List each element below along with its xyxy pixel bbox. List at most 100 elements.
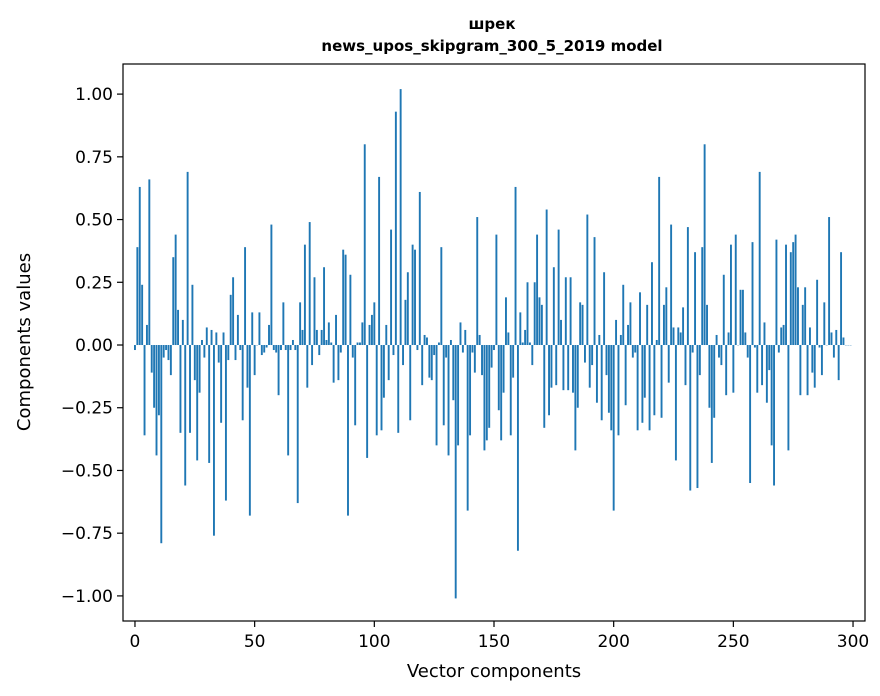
bar-60 [277, 345, 280, 396]
bar-231 [686, 227, 689, 346]
bar-155 [505, 297, 507, 346]
bar-230 [684, 345, 687, 386]
bar-115 [409, 345, 412, 421]
bar-275 [792, 242, 795, 346]
bar-135 [457, 345, 460, 446]
y-tick-label: −1.00 [61, 587, 113, 607]
bar-206 [627, 324, 629, 346]
bar-213 [643, 345, 646, 398]
bar-286 [818, 345, 821, 348]
x-tick-label: 0 [130, 632, 141, 652]
bar-142 [473, 345, 476, 373]
bar-148 [488, 345, 491, 428]
bar-83 [332, 345, 335, 383]
bar-33 [213, 345, 215, 536]
bar-173 [548, 345, 550, 416]
bar-34 [215, 332, 218, 346]
bar-240 [708, 345, 711, 408]
bar-158 [512, 345, 515, 378]
bar-9 [155, 345, 158, 456]
bar-244 [718, 345, 720, 358]
bar-271 [782, 324, 785, 346]
bar-41 [232, 277, 235, 346]
bar-167 [533, 282, 536, 346]
bar-217 [653, 345, 656, 416]
bar-15 [169, 345, 172, 376]
bar-69 [299, 302, 302, 346]
bar-233 [691, 345, 694, 353]
bar-260 [756, 345, 759, 393]
bar-131 [447, 345, 450, 456]
bar-0 [134, 345, 136, 351]
bar-116 [411, 244, 414, 346]
bar-132 [449, 339, 452, 346]
bar-182 [569, 277, 572, 346]
bar-17 [174, 234, 177, 346]
bar-251 [734, 234, 737, 346]
bar-54 [263, 345, 266, 353]
bar-192 [593, 237, 596, 346]
bar-272 [785, 244, 787, 346]
bar-91 [351, 345, 354, 358]
bar-156 [507, 332, 510, 346]
bar-258 [751, 242, 754, 346]
y-tick-label: −0.75 [61, 524, 113, 544]
bar-185 [576, 345, 579, 408]
bar-287 [820, 345, 823, 376]
bar-73 [308, 222, 311, 346]
y-tick-label: 1.00 [75, 85, 113, 105]
bar-222 [665, 287, 668, 346]
bar-280 [804, 287, 807, 346]
bar-136 [459, 322, 462, 346]
bar-210 [636, 345, 639, 431]
bar-89 [347, 345, 349, 516]
bar-238 [703, 144, 706, 346]
bar-44 [239, 345, 242, 351]
bar-166 [531, 345, 534, 366]
bar-16 [172, 257, 175, 346]
bar-248 [727, 332, 730, 346]
bar-141 [471, 345, 474, 353]
bar-62 [282, 302, 285, 346]
bar-110 [397, 345, 400, 433]
bar-123 [428, 345, 431, 378]
bar-46 [244, 247, 247, 346]
bar-288 [823, 302, 826, 346]
bar-109 [394, 111, 397, 346]
bar-39 [227, 345, 230, 361]
bar-38 [224, 345, 227, 501]
bar-104 [382, 345, 385, 398]
bar-205 [624, 345, 627, 406]
chart-title-line-2: news_upos_skipgram_300_5_2019 model [321, 37, 662, 55]
bar-199 [610, 345, 613, 431]
bar-99 [370, 314, 373, 346]
y-axis-ticks: 1.00 0.75 0.50 0.25 0.00 −0.25 −0.50 −0.75 −1.00 [61, 85, 123, 607]
bar-150 [493, 345, 495, 351]
bar-139 [466, 345, 469, 511]
bar-66 [291, 339, 294, 346]
bar-200 [612, 345, 615, 511]
bar-55 [265, 345, 268, 348]
bar-256 [746, 345, 749, 358]
y-tick-label: 0.25 [75, 273, 113, 293]
bar-75 [313, 277, 316, 346]
bar-3 [141, 284, 144, 346]
bar-45 [241, 345, 244, 421]
bar-82 [330, 342, 333, 346]
bar-40 [229, 294, 232, 346]
bar-232 [689, 345, 692, 491]
bar-37 [222, 332, 225, 346]
bar-216 [651, 262, 653, 346]
bar-197 [605, 345, 608, 376]
x-tick-label: 50 [244, 632, 266, 652]
bar-147 [485, 345, 488, 441]
bar-157 [509, 345, 512, 436]
bar-151 [495, 234, 498, 346]
bar-58 [272, 345, 275, 351]
bar-284 [813, 345, 816, 388]
bar-85 [337, 345, 340, 381]
bar-14 [167, 345, 170, 361]
bar-119 [418, 191, 421, 346]
bar-101 [375, 345, 378, 436]
